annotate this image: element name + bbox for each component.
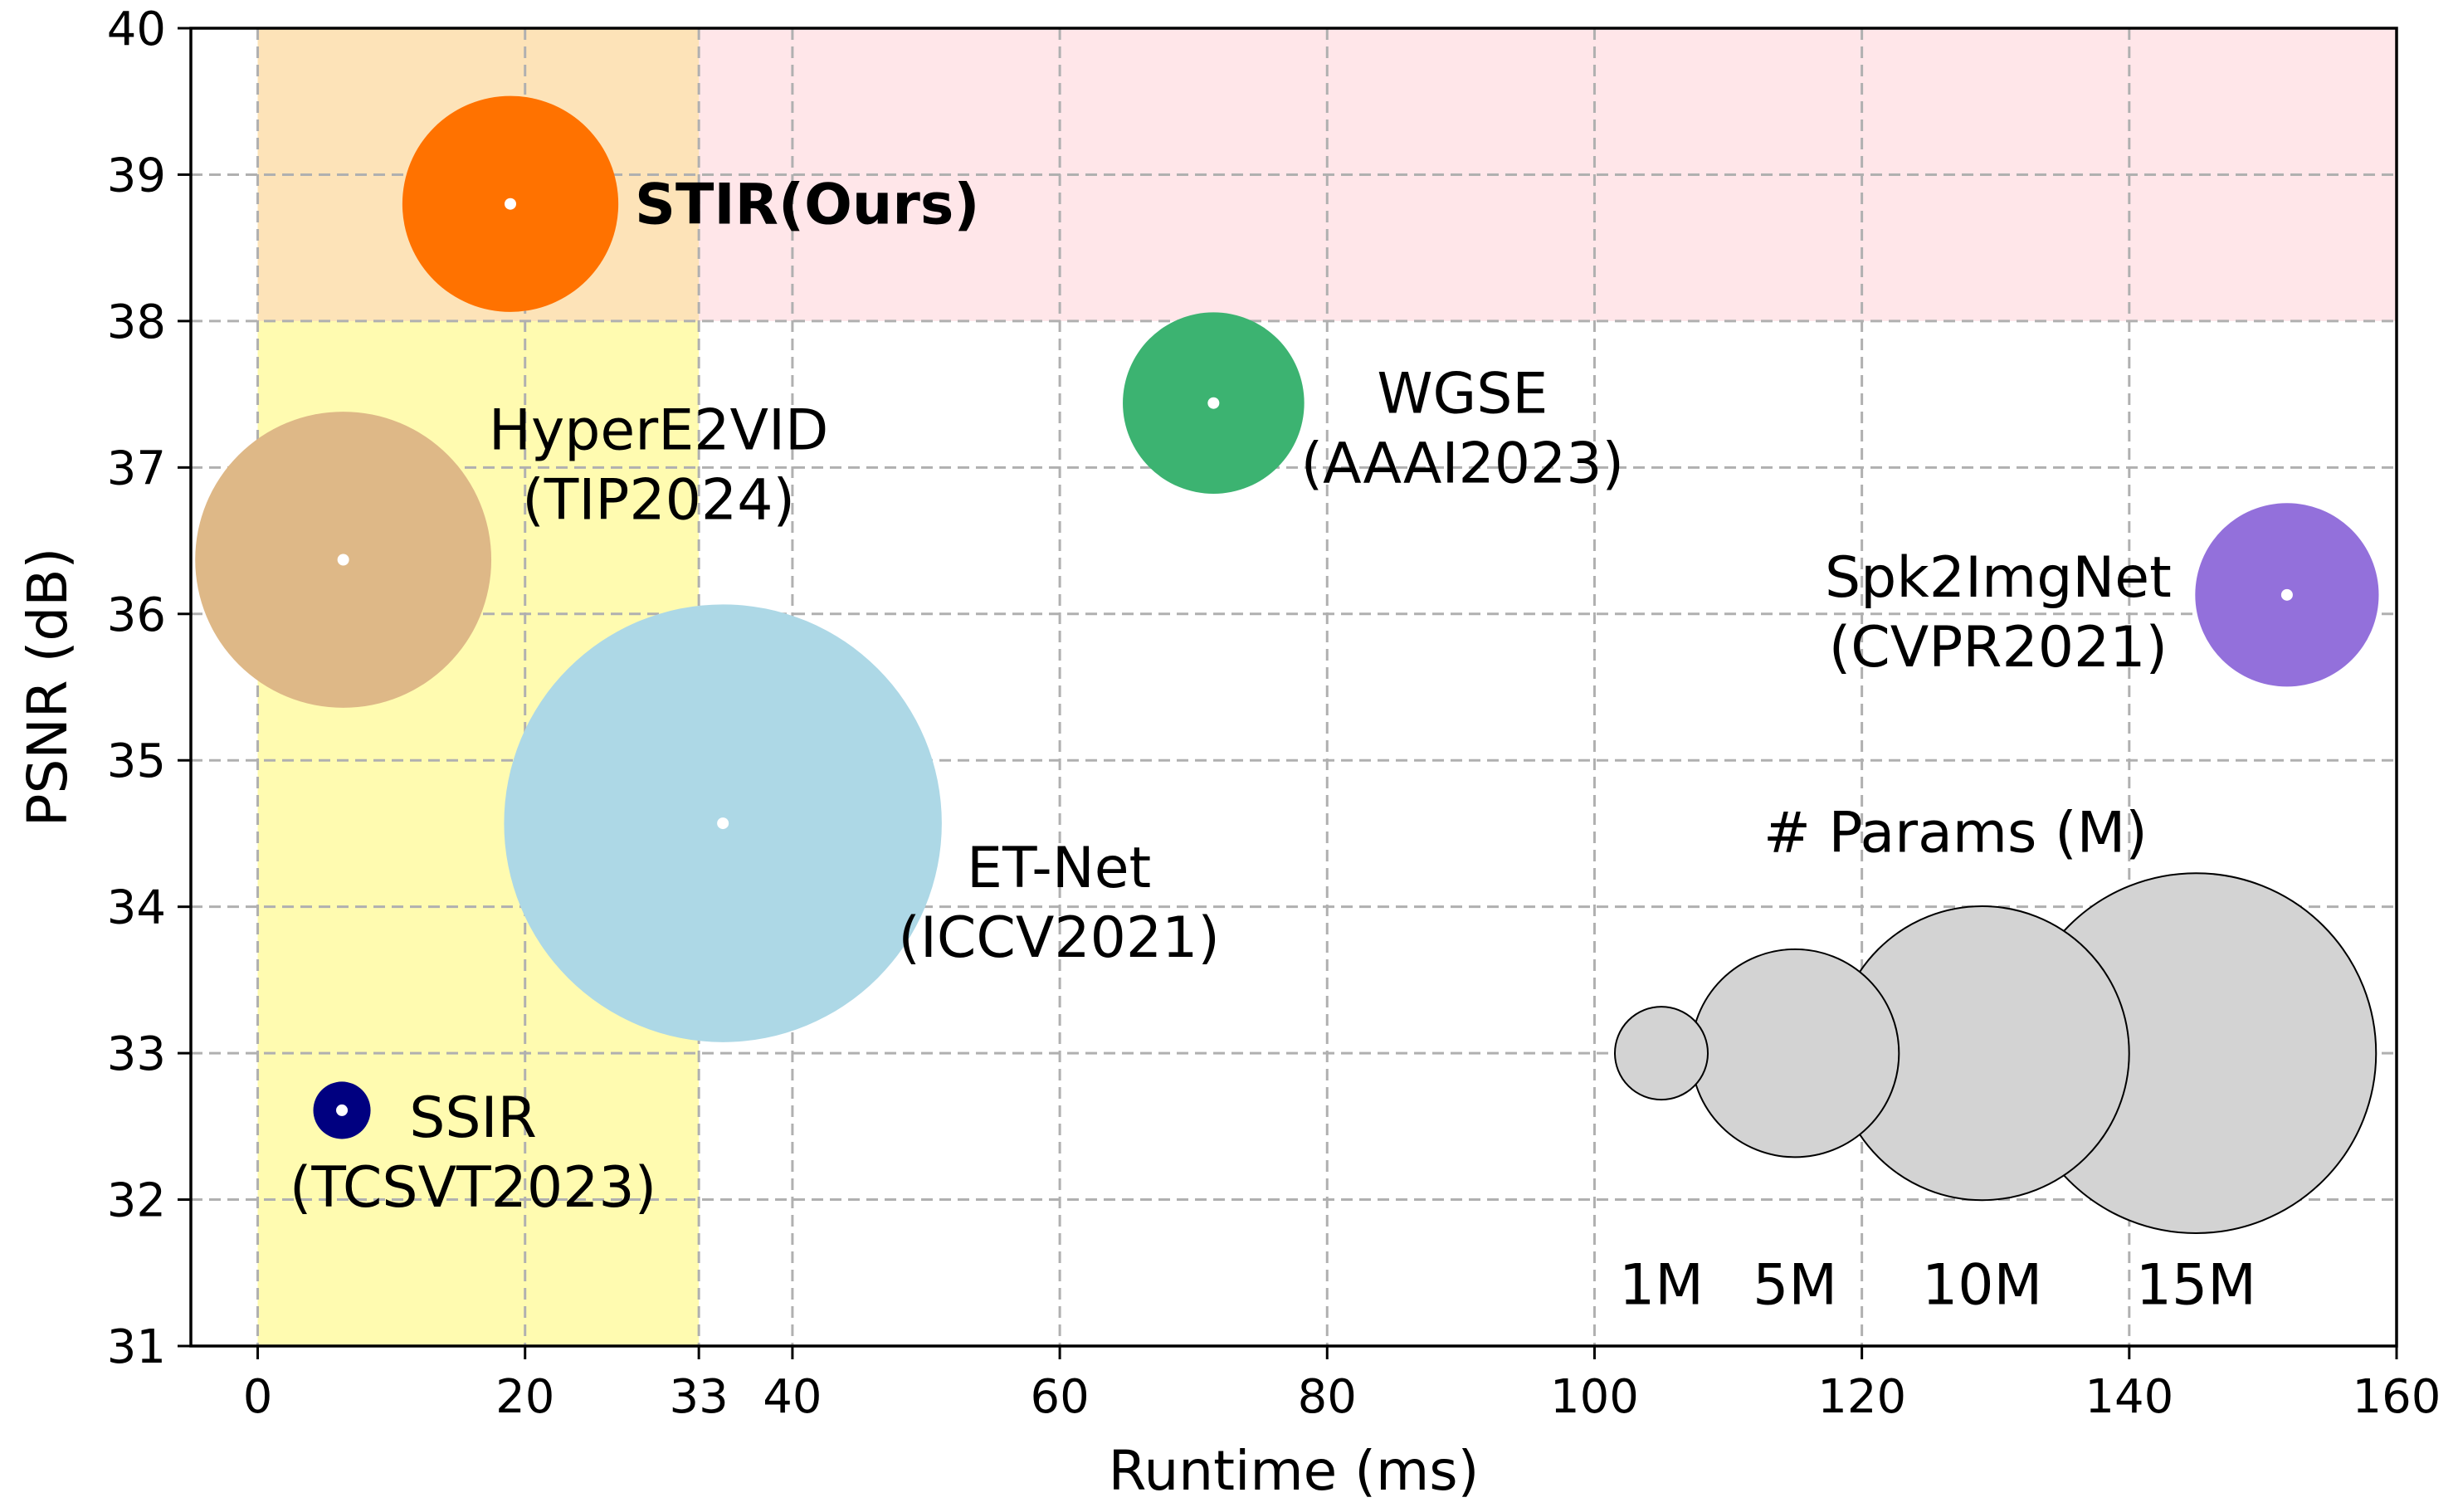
- y-tick-label: 37: [107, 441, 166, 495]
- x-tick-label: 60: [1030, 1370, 1089, 1424]
- y-tick-label: 39: [107, 149, 166, 202]
- bubble-center-dot: [337, 554, 349, 566]
- y-axis-label: PSNR (dB): [16, 548, 80, 827]
- y-tick-label: 31: [107, 1320, 166, 1374]
- legend-label-1m: 1M: [1619, 1252, 1704, 1318]
- x-tick-label: 20: [495, 1370, 554, 1424]
- y-tick-label: 32: [107, 1174, 166, 1228]
- y-tick-label: 34: [107, 881, 166, 935]
- model-label-ssir: SSIR: [409, 1085, 537, 1151]
- x-tick-label: 40: [763, 1370, 822, 1424]
- x-tick-label: 0: [243, 1370, 273, 1424]
- model-labels: STIR(Ours) HyperE2VID(TIP2024) WGSE(AAAI20…: [290, 173, 2172, 1221]
- bubble-center-dot: [717, 817, 729, 830]
- legend-label-15m: 15M: [2136, 1252, 2256, 1318]
- model-label-spk2imgnet: Spk2ImgNet: [1825, 545, 2172, 611]
- bubble-center-dot: [1207, 397, 1220, 409]
- x-tick-label: 160: [2353, 1370, 2441, 1424]
- legend-bubble-5m: [1690, 948, 1900, 1158]
- size-legend: 1M 5M 10M 15M # Params (M): [1614, 800, 2378, 1318]
- x-tick-label: 120: [1817, 1370, 1906, 1424]
- x-tick-label: 100: [1550, 1370, 1639, 1424]
- bubble-center-dot: [336, 1104, 349, 1116]
- y-axis-ticks: 31 32 33 34 35 36 37 38 39 40: [107, 2, 191, 1374]
- model-label-ssir: (TCSVT2023): [290, 1155, 656, 1221]
- x-tick-label: 33: [670, 1370, 729, 1424]
- model-label-spk2imgnet: (CVPR2021): [1829, 615, 2168, 680]
- x-tick-label: 140: [2085, 1370, 2173, 1424]
- model-label-stir-ours-: STIR(Ours): [635, 173, 979, 238]
- legend-label-10m: 10M: [1922, 1252, 2042, 1318]
- y-tick-label: 35: [107, 734, 166, 788]
- bubble-center-dot: [505, 198, 517, 210]
- model-label-wgse: WGSE: [1377, 362, 1548, 427]
- y-tick-label: 38: [107, 295, 166, 349]
- x-tick-label: 80: [1298, 1370, 1357, 1424]
- model-label-wgse: (AAAI2023): [1301, 432, 1625, 497]
- size-legend-title: # Params (M): [1763, 800, 2148, 866]
- y-tick-label: 33: [107, 1027, 166, 1081]
- x-axis-label: Runtime (ms): [1109, 1439, 1480, 1503]
- bubbles: [195, 95, 2379, 1139]
- legend-bubble-1m: [1614, 1006, 1709, 1101]
- x-axis-ticks: 0 20 33 40 60 80 100 120 140 160: [243, 1346, 2441, 1424]
- model-label-hypere2vid: HyperE2VID: [489, 398, 829, 463]
- y-tick-label: 40: [107, 2, 166, 56]
- legend-label-5m: 5M: [1753, 1252, 1837, 1318]
- model-label-hypere2vid: (TIP2024): [522, 467, 795, 533]
- model-label-et-net: (ICCV2021): [898, 905, 1220, 971]
- model-label-et-net: ET-Net: [967, 836, 1151, 901]
- y-tick-label: 36: [107, 588, 166, 642]
- plot-frame: [189, 27, 2398, 1348]
- bubble-center-dot: [2280, 588, 2293, 601]
